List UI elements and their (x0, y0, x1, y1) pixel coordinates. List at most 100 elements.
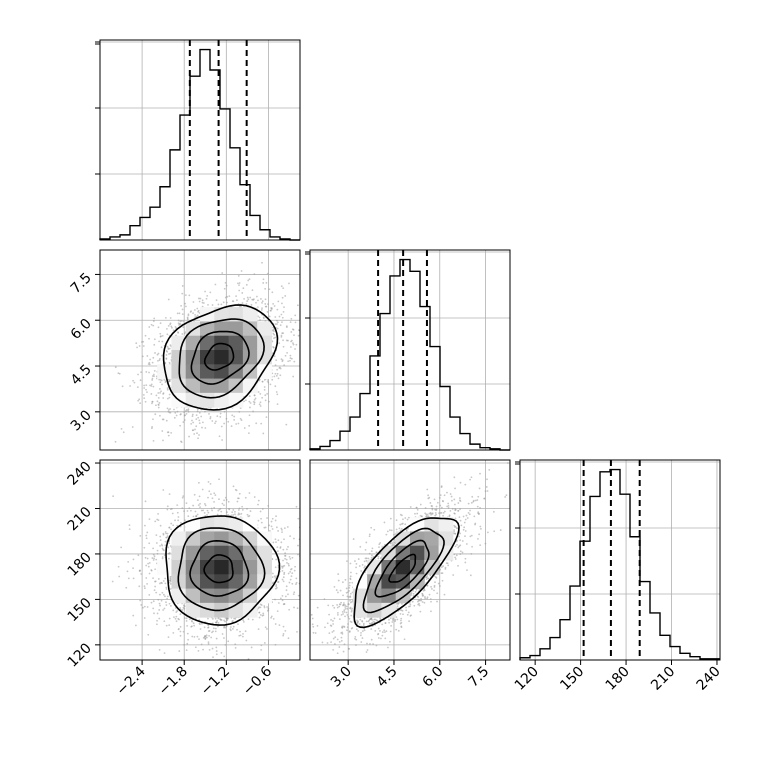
scatter-point (268, 315, 271, 318)
scatter-point (207, 642, 210, 645)
scatter-point (238, 411, 241, 413)
scatter-point (300, 375, 302, 377)
scatter-point (159, 357, 161, 360)
scatter-point (243, 400, 246, 403)
scatter-point (261, 261, 263, 264)
scatter-point (168, 617, 171, 620)
scatter-point (274, 623, 277, 625)
scatter-point (146, 557, 149, 560)
scatter-point (176, 504, 179, 507)
scatter-point (284, 552, 287, 555)
scatter-point (143, 397, 146, 400)
scatter-point (247, 298, 250, 301)
scatter-point (232, 514, 235, 516)
scatter-point (172, 631, 175, 634)
scatter-point (154, 520, 157, 523)
histogram-panel-2 (515, 459, 721, 661)
scatter-point (297, 329, 300, 332)
density-cell (214, 321, 230, 337)
density-cell (257, 321, 272, 337)
scatter-point (181, 507, 184, 510)
scatter-point (148, 542, 151, 545)
scatter-point (241, 505, 243, 508)
scatter-point (271, 378, 274, 381)
scatter-point (179, 613, 182, 616)
scatter-point (286, 352, 289, 354)
scatter-point (168, 361, 171, 364)
scatter-point (271, 291, 274, 294)
scatter-point (209, 291, 212, 294)
density-cell (214, 350, 230, 365)
scatter-point (151, 377, 154, 380)
scatter-point (275, 526, 278, 529)
scatter-point (292, 343, 295, 346)
scatter-point (201, 426, 203, 429)
scatter-point (259, 510, 262, 513)
scatter-point (237, 623, 239, 626)
scatter-point (233, 415, 236, 418)
scatter-point (114, 366, 117, 369)
scatter-point (286, 561, 288, 564)
scatter-point (220, 303, 223, 306)
scatter-point (156, 400, 159, 403)
scatter-point (224, 620, 226, 623)
scatter-point (177, 617, 180, 620)
density-cell (200, 378, 215, 394)
scatter-point (117, 565, 120, 568)
scatter-point (288, 581, 291, 584)
histogram-panel-1 (305, 249, 511, 451)
scatter-point (129, 385, 131, 387)
scatter-point (128, 524, 131, 527)
density-cell (171, 350, 187, 365)
scatter-point (272, 346, 275, 348)
scatter-point (165, 536, 168, 539)
scatter-point (148, 371, 150, 374)
scatter-point (133, 381, 136, 384)
scatter-point (157, 352, 160, 355)
scatter-point (173, 616, 175, 619)
scatter-point (257, 299, 259, 302)
scatter-point (154, 568, 157, 571)
density-cell (242, 307, 258, 322)
scatter-point (137, 399, 140, 402)
scatter-point (191, 635, 194, 638)
scatter-point (177, 516, 180, 518)
scatter-point (240, 419, 243, 421)
scatter-point (276, 327, 279, 330)
scatter-point (196, 307, 199, 310)
scatter-point (248, 414, 251, 417)
scatter-point (161, 556, 164, 558)
scatter-point (290, 331, 293, 333)
scatter-point (160, 390, 162, 393)
scatter-point (295, 343, 298, 346)
scatter-point (268, 524, 271, 527)
scatter-point (293, 537, 295, 540)
scatter-point (192, 429, 195, 431)
scatter-point (282, 339, 284, 342)
scatter-point (271, 329, 274, 332)
scatter-point (168, 557, 170, 560)
scatter-point (257, 519, 260, 522)
scatter-point (236, 299, 238, 302)
scatter-point (168, 489, 170, 491)
scatter-point (215, 299, 218, 302)
scatter-point (289, 354, 292, 357)
scatter-point (280, 285, 283, 288)
scatter-point (152, 418, 154, 421)
scatter-point (164, 540, 167, 543)
scatter-point (315, 295, 317, 297)
scatter-point (238, 282, 241, 284)
scatter-point (184, 410, 187, 412)
scatter-point (112, 495, 115, 498)
scatter-point (192, 312, 194, 315)
scatter-point (289, 535, 292, 538)
scatter-point (247, 515, 250, 518)
scatter-point (160, 346, 163, 349)
scatter-point (272, 302, 275, 305)
scatter-point (195, 425, 198, 428)
scatter-point (177, 519, 180, 522)
scatter-point (281, 321, 283, 324)
scatter-point (262, 612, 265, 615)
scatter-point (238, 284, 240, 287)
scatter-point (232, 509, 235, 511)
